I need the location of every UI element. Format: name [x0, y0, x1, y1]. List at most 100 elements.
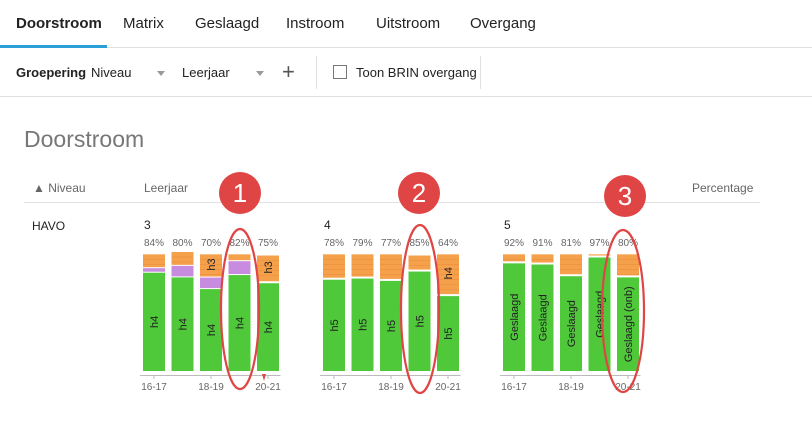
percent-label: 80%	[618, 238, 638, 249]
x-tick-label: 16-17	[141, 382, 167, 393]
tab-doorstroom[interactable]: Doorstroom	[16, 15, 102, 32]
bar-segment-purple	[171, 265, 194, 277]
bar-segment-green	[200, 289, 222, 371]
bar-segment-orange	[323, 254, 345, 278]
percent-label: 77%	[381, 238, 401, 249]
bar-segment-orange	[171, 252, 194, 265]
bar-segment-green	[323, 279, 345, 371]
grouping-select-leerjaar[interactable]: Leerjaar	[182, 48, 268, 97]
bar-label: Geslaagd	[595, 291, 607, 338]
annotation-number: 2	[412, 178, 426, 208]
annotation-ellipse	[600, 228, 646, 394]
bar-segment-green	[617, 277, 639, 371]
bar-segment-orange	[380, 254, 402, 279]
bar-segment-orange	[588, 254, 611, 256]
bar-label: h5	[329, 319, 341, 331]
toolbar: Groepering Niveau Leerjaar + Toon BRIN o…	[0, 48, 812, 97]
active-tab-indicator	[0, 45, 107, 48]
x-tick-label: 16-17	[501, 382, 527, 393]
divider	[480, 56, 481, 89]
bar-segment-green	[531, 264, 554, 371]
bar-label: h4	[263, 321, 275, 333]
bar-label: h4	[178, 318, 190, 330]
bar-label: h4	[206, 324, 218, 336]
bar-segment-orange	[408, 255, 431, 270]
brin-checkbox-label[interactable]: Toon BRIN overgang	[356, 65, 477, 80]
x-tick-label: 18-19	[558, 382, 584, 393]
bar-segment-green	[143, 272, 165, 371]
bar-segment-purple	[200, 277, 222, 289]
chart-title: 4	[324, 218, 331, 232]
bar-segment-orange	[200, 254, 222, 277]
bar-segment-green	[257, 283, 279, 371]
bar-side-label: h3	[263, 261, 275, 273]
annotation-badge	[398, 172, 440, 214]
row-label-havo: HAVO	[32, 219, 66, 233]
chevron-down-icon	[256, 71, 264, 76]
bar-segment-green	[228, 275, 251, 371]
x-tick-label: 20-21	[435, 382, 461, 393]
bar-segment-green	[588, 257, 611, 371]
chart-title: 3	[144, 218, 151, 232]
percent-label: 92%	[504, 238, 524, 249]
percent-label: 75%	[258, 238, 278, 249]
tab-instroom[interactable]: Instroom	[286, 15, 345, 32]
brin-checkbox[interactable]	[333, 65, 347, 79]
grouping-select-niveau[interactable]: Niveau	[91, 48, 169, 97]
bar-segment-green	[380, 280, 402, 371]
percent-label: 84%	[144, 238, 164, 249]
percent-label: 91%	[532, 238, 552, 249]
bar-label: h5	[358, 319, 370, 331]
bar-label: Geslaagd (onb)	[623, 286, 635, 362]
bar-label: h5	[386, 320, 398, 332]
tab-geslaagd[interactable]: Geslaagd	[195, 15, 260, 32]
x-tick-label: 20-21	[255, 382, 281, 393]
bar-segment-green	[351, 278, 374, 371]
bar-side-label: h4	[443, 267, 455, 279]
bar-label: h4	[235, 317, 247, 329]
annotation-badge	[219, 172, 261, 214]
percent-label: 82%	[229, 238, 249, 249]
bar-segment-orange	[228, 254, 251, 261]
select-value: Leerjaar	[182, 65, 230, 80]
x-tick-label: 16-17	[321, 382, 347, 393]
bar-segment-orange	[503, 254, 525, 262]
x-tick-label: 18-19	[198, 382, 224, 393]
percent-label: 64%	[438, 238, 458, 249]
percent-label: 81%	[561, 238, 581, 249]
percent-label: 97%	[589, 238, 609, 249]
bar-side-label: h3	[206, 258, 218, 270]
bar-segment-orange	[351, 254, 374, 277]
bar-label: Geslaagd	[538, 294, 550, 341]
annotation-ellipse	[219, 227, 261, 391]
bar-segment-green	[560, 276, 582, 371]
tab-overgang[interactable]: Overgang	[470, 15, 536, 32]
header-divider	[24, 202, 760, 203]
percent-label: 85%	[409, 238, 429, 249]
bar-segment-orange	[531, 254, 554, 263]
bar-segment-orange	[257, 255, 279, 282]
annotation-number: 3	[618, 181, 632, 211]
bar-segment-green	[437, 296, 459, 371]
percent-label: 78%	[324, 238, 344, 249]
annotation-ellipse	[399, 223, 441, 395]
bar-segment-purple	[228, 261, 251, 275]
chart-title: 5	[504, 218, 511, 232]
percent-label: 79%	[352, 238, 372, 249]
chevron-down-icon	[157, 71, 165, 76]
grouping-label: Groepering	[16, 65, 87, 80]
annotation-badge	[604, 175, 646, 217]
tab-matrix[interactable]: Matrix	[123, 15, 164, 32]
add-grouping-button[interactable]: +	[282, 61, 295, 83]
percent-label: 70%	[201, 238, 221, 249]
column-header-percentage: Percentage	[692, 181, 754, 195]
bar-segment-green	[408, 271, 431, 371]
bar-segment-purple	[143, 268, 165, 272]
bar-label: Geslaagd	[566, 300, 578, 347]
bar-segment-orange	[617, 254, 639, 276]
annotation-mark	[262, 374, 266, 381]
column-header-niveau[interactable]: ▲ Niveau	[33, 181, 86, 195]
tab-uitstroom[interactable]: Uitstroom	[376, 15, 441, 32]
bar-label: Geslaagd	[509, 294, 521, 341]
